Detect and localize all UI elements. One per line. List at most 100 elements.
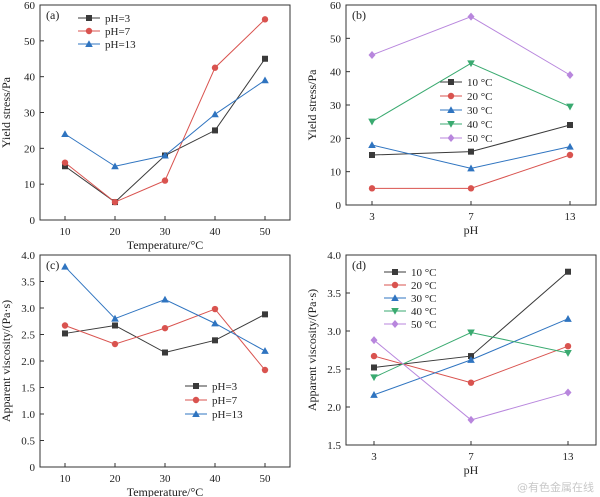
data-point	[371, 364, 377, 371]
legend-marker	[447, 92, 455, 100]
legend-marker	[86, 15, 92, 21]
data-point	[567, 122, 573, 128]
series-line	[64, 266, 266, 352]
y-tick-label: 2.5	[21, 330, 35, 342]
y-tick-label: 40	[24, 72, 36, 84]
data-point	[565, 268, 571, 275]
data-point	[161, 151, 169, 159]
x-axis-label: Temperature/°C	[127, 485, 204, 497]
x-tick-label: 20	[110, 473, 122, 485]
legend-label: pH=13	[105, 39, 136, 51]
data-point	[368, 51, 376, 59]
legend-label: pH=7	[212, 395, 238, 407]
data-point	[564, 315, 572, 322]
data-point	[467, 415, 475, 424]
legend-label: pH=3	[105, 13, 131, 25]
legend-marker	[391, 281, 399, 289]
x-tick-label: 7	[468, 451, 474, 463]
data-point	[468, 148, 474, 155]
legend-label: 10 °C	[467, 77, 493, 89]
legend-label: 50 °C	[467, 133, 493, 145]
y-tick-label: 1.5	[21, 383, 35, 395]
series-line	[64, 308, 266, 371]
y-tick-label: 50	[24, 36, 36, 48]
data-point	[467, 356, 475, 363]
legend-marker	[193, 383, 199, 389]
y-tick-label: 2.5	[327, 364, 341, 376]
chart-panel-d: 1.5 2.0 2.5 3.0 3.5 4.0 3 7 13 pH Apparent viscosi…	[305, 250, 597, 477]
y-axis-label: Apparent viscosity/(Pa·s)	[0, 300, 13, 422]
legend-marker	[447, 121, 455, 128]
y-tick-label: 50	[330, 33, 342, 45]
data-point	[62, 330, 68, 337]
x-tick-label: 3	[369, 211, 375, 223]
y-tick-label: 3.0	[327, 326, 341, 338]
data-point	[370, 336, 378, 345]
data-point	[262, 55, 268, 62]
y-tick-label: 0	[30, 462, 36, 474]
data-point	[111, 162, 119, 170]
y-tick-label: 0	[336, 200, 342, 212]
data-point	[62, 163, 68, 170]
x-tick-label: 13	[565, 211, 577, 223]
plot-frame	[39, 254, 291, 468]
legend-label: pH=7	[105, 26, 131, 38]
y-tick-label: 4.0	[21, 250, 35, 262]
data-point	[161, 324, 169, 332]
data-point	[564, 388, 572, 397]
x-tick-label: 30	[160, 226, 172, 238]
legend-marker	[392, 269, 398, 275]
data-point	[467, 164, 475, 172]
x-axis-label: pH	[464, 223, 479, 237]
data-point	[261, 347, 269, 354]
legend-label: 30 °C	[467, 105, 493, 117]
legend-label: 10 °C	[411, 267, 437, 279]
y-tick-label: 30	[24, 108, 36, 120]
y-tick-label: 2.0	[21, 356, 35, 368]
legend-marker	[447, 106, 455, 113]
y-tick-label: 60	[330, 0, 342, 12]
y-tick-label: 1.5	[327, 440, 341, 452]
data-point	[467, 60, 475, 68]
y-tick-label: 0.5	[21, 436, 35, 448]
y-tick-label: 20	[330, 133, 342, 145]
y-tick-label: 10	[24, 179, 36, 191]
y-tick-label: 2.0	[327, 402, 341, 414]
data-point	[261, 16, 269, 23]
data-point	[261, 76, 269, 84]
legend-marker	[448, 79, 454, 85]
data-point	[566, 71, 574, 79]
data-point	[566, 142, 574, 150]
data-point	[564, 350, 572, 357]
watermark: @有色金属在线	[517, 481, 594, 494]
x-tick-label: 10	[60, 226, 72, 238]
legend-label: 50 °C	[411, 319, 437, 331]
data-point	[467, 12, 475, 21]
chart-panel-b: 0 10 20 30 40 50 60 3 7 13 pH Yield stress/Pa (b) 10 …	[305, 0, 597, 237]
x-tick-label: 20	[110, 226, 122, 238]
legend-marker	[85, 40, 93, 47]
y-axis-label: Apparent viscosity/(Pa·s)	[305, 289, 319, 411]
y-tick-label: 0	[30, 215, 36, 227]
y-tick-label: 60	[24, 0, 36, 12]
x-tick-label: 3	[371, 451, 377, 463]
x-axis-label: pH	[464, 463, 479, 477]
data-point	[566, 103, 574, 111]
y-axis-label: Yield stress/Pa	[305, 69, 319, 141]
legend-marker	[192, 410, 200, 417]
panel-label: (d)	[352, 258, 366, 272]
plot-frame	[39, 4, 291, 221]
panel-label: (c)	[46, 258, 59, 272]
y-tick-label: 3.0	[21, 303, 35, 315]
data-point	[261, 366, 269, 374]
data-point	[211, 319, 219, 327]
data-point	[467, 379, 475, 386]
series-line	[64, 18, 266, 203]
data-point	[61, 262, 69, 270]
data-point	[368, 141, 376, 148]
data-point	[61, 322, 69, 329]
legend-marker	[391, 320, 399, 328]
legend-label: 20 °C	[411, 280, 437, 292]
y-tick-label: 20	[24, 143, 36, 155]
